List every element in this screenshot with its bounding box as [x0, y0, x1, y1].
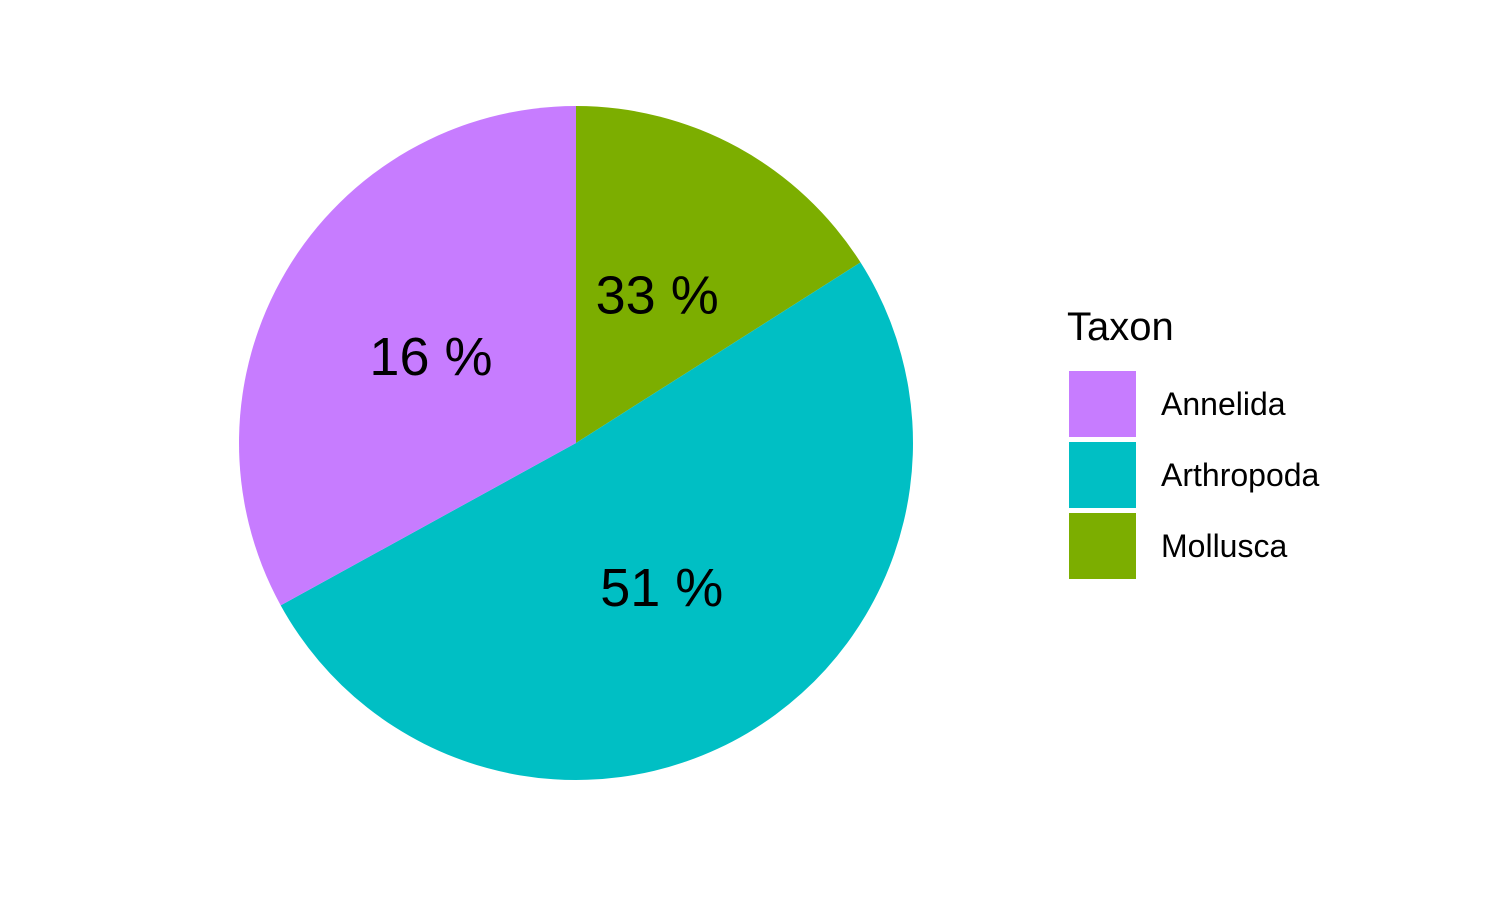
legend-key-mollusca — [1069, 513, 1136, 579]
legend-label-arthropoda: Arthropoda — [1161, 457, 1320, 493]
pie-label-mollusca: 33 % — [596, 265, 719, 325]
pie-slices — [238, 106, 914, 781]
pie-slice-mollusca — [576, 106, 861, 443]
pie-labels: 33 % 51 % 16 % — [369, 265, 723, 618]
legend-label-annelida: Annelida — [1161, 386, 1286, 422]
legend: Taxon Annelida Arthropoda Mollusca — [1067, 305, 1320, 579]
pie-label-arthropoda: 51 % — [600, 558, 723, 618]
pie-slice-arthropoda — [280, 262, 914, 781]
legend-items: Annelida Arthropoda Mollusca — [1069, 371, 1320, 579]
pie-slice-annelida — [238, 106, 577, 606]
legend-key-arthropoda — [1069, 442, 1136, 508]
legend-key-annelida — [1069, 371, 1136, 437]
pie-label-annelida: 16 % — [369, 327, 492, 387]
legend-title: Taxon — [1067, 305, 1174, 349]
legend-label-mollusca: Mollusca — [1161, 528, 1287, 564]
